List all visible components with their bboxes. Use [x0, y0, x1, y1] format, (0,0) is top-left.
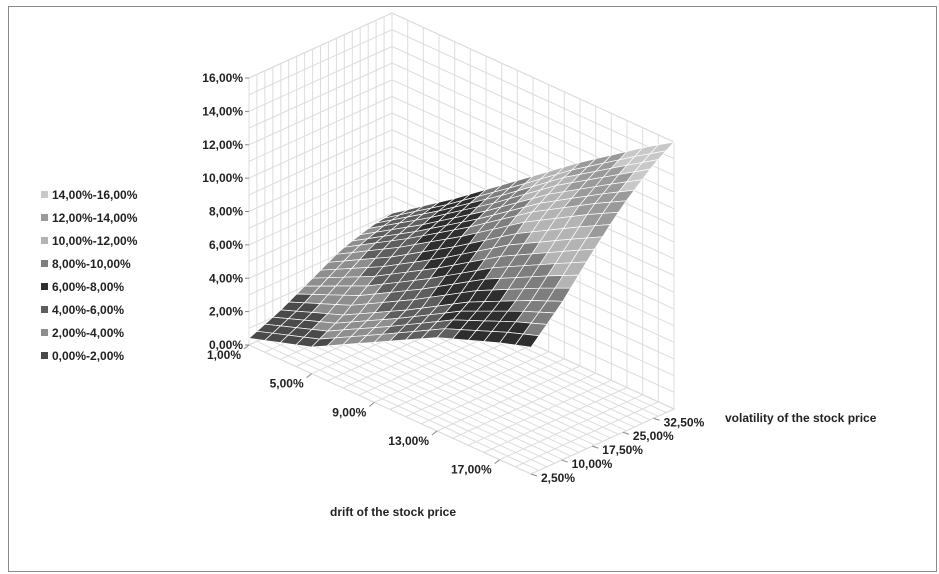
z-tick-label: 4,00%: [209, 271, 243, 285]
y-tick-mark: [530, 473, 538, 477]
legend-label: 8,00%-10,00%: [52, 256, 131, 271]
legend-item: 14,00%-16,00%: [41, 183, 137, 206]
y-gridline: [288, 326, 571, 457]
legend-item: 4,00%-6,00%: [41, 298, 137, 321]
legend-swatch: [41, 329, 48, 336]
legend-item: 0,00%-2,00%: [41, 344, 137, 367]
legend-swatch: [41, 237, 48, 244]
z-tick-label: 2,00%: [209, 305, 243, 319]
y-gridline: [248, 344, 532, 475]
chart-frame: 0,00% 2,00% 4,00% 6,00% 8,00% 10,00% 12,00% 14,…: [8, 6, 937, 572]
y-tick-label: 25,00%: [633, 429, 674, 443]
legend-swatch: [41, 352, 48, 359]
z-tick-label: 0,00%: [209, 338, 243, 352]
legend-swatch: [41, 214, 48, 221]
legend-label: 2,00%-4,00%: [52, 325, 125, 340]
y-tick-label: 17,50%: [602, 443, 643, 457]
z-tick-label: 6,00%: [209, 238, 243, 252]
x-axis-title: drift of the stock price: [330, 505, 456, 519]
legend: 14,00%-16,00% 12,00%-14,00% 10,00%-12,00…: [41, 183, 137, 367]
z-tick-label: 10,00%: [202, 171, 243, 185]
x-tick-label: 1,00%: [207, 348, 241, 362]
legend-item: 2,00%-4,00%: [41, 321, 137, 344]
legend-label: 0,00%-2,00%: [52, 348, 125, 363]
legend-label: 10,00%-12,00%: [52, 233, 138, 248]
x-tick-label: 13,00%: [388, 434, 429, 448]
y-tick-label: 2,50%: [541, 471, 575, 485]
legend-label: 6,00%-8,00%: [52, 279, 125, 294]
legend-label: 4,00%-6,00%: [52, 302, 125, 317]
surface-patch: [514, 333, 540, 348]
y-tick-mark: [592, 445, 599, 449]
legend-swatch: [41, 260, 48, 267]
y-tick-label: 10,00%: [572, 457, 613, 471]
surface-chart: 0,00% 2,00% 4,00% 6,00% 8,00% 10,00% 12,00% 14,…: [202, 12, 877, 519]
x-tick-mark: [369, 401, 375, 407]
y-axis-title: volatility of the stock price: [725, 411, 877, 425]
legend-label: 12,00%-14,00%: [52, 210, 138, 225]
legend-item: 10,00%-12,00%: [41, 229, 137, 252]
z-tick-label: 16,00%: [202, 71, 243, 85]
y-gridline: [280, 330, 564, 461]
legend-swatch: [41, 283, 48, 290]
x-tick-mark: [494, 459, 500, 465]
z-tick-label: 8,00%: [209, 205, 243, 219]
y-tick-mark: [653, 417, 660, 421]
x-tick-mark: [243, 344, 250, 350]
legend-item: 8,00%-10,00%: [41, 252, 137, 275]
x-tick-mark: [306, 373, 312, 379]
x-tick-label: 5,00%: [270, 377, 304, 391]
y-tick-mark: [622, 431, 630, 435]
legend-swatch: [41, 191, 48, 198]
legend-item: 6,00%-8,00%: [41, 275, 137, 298]
y-tick-label: 32,50%: [664, 415, 705, 429]
z-tick-label: 14,00%: [202, 104, 243, 118]
y-gridline: [264, 337, 548, 468]
legend-label: 14,00%-16,00%: [52, 187, 138, 202]
y-gridline: [272, 333, 556, 464]
x-tick-label: 17,00%: [451, 463, 492, 477]
legend-item: 12,00%-14,00%: [41, 206, 137, 229]
x-tick-mark: [431, 430, 438, 436]
y-tick-mark: [561, 459, 568, 463]
legend-swatch: [41, 306, 48, 313]
x-tick-label: 9,00%: [332, 405, 366, 419]
y-gridline: [256, 340, 540, 471]
z-tick-label: 12,00%: [202, 138, 243, 152]
